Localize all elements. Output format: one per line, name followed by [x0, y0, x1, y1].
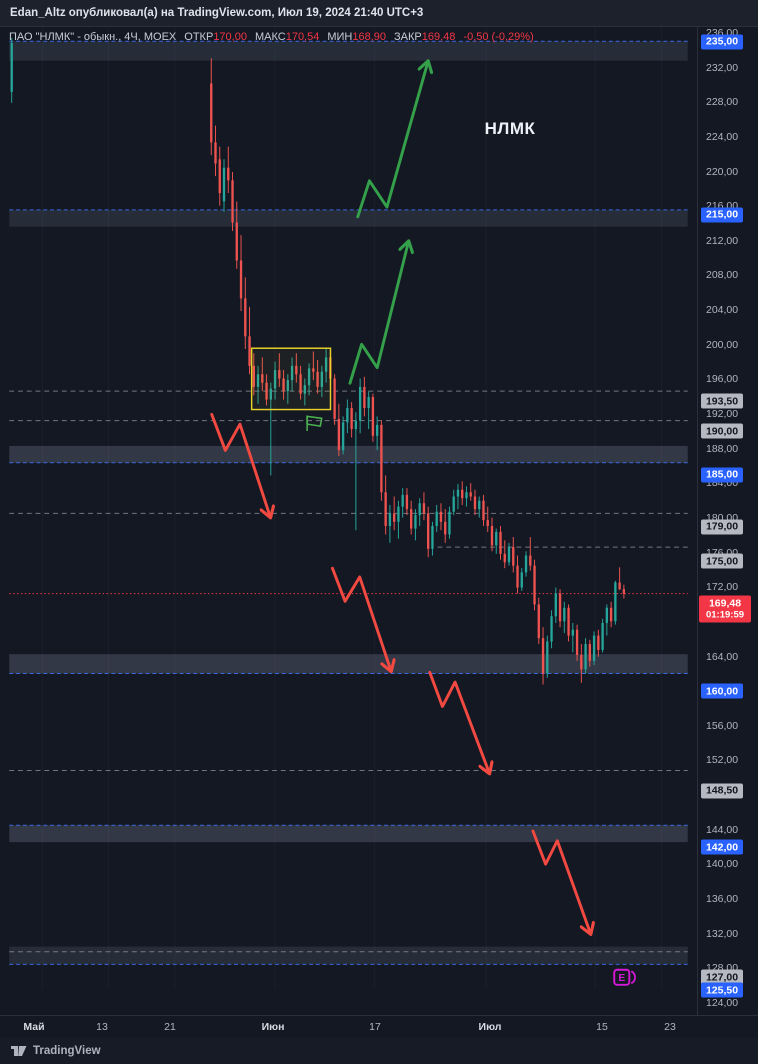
svg-text:E: E	[618, 973, 625, 984]
publication-header: Edan_Altz опубликовал(а) на TradingView.…	[0, 0, 758, 27]
legend-high-value: 170,54	[285, 31, 320, 43]
price-tick: 188,00	[706, 442, 739, 455]
legend-change: -0,50 (-0,29%)	[463, 31, 534, 43]
time-tick: 13	[96, 1021, 108, 1033]
price-tick: 156,00	[706, 719, 739, 732]
legend-high-label: МАКС	[254, 31, 286, 43]
tradingview-logo-icon[interactable]	[10, 1045, 27, 1057]
vertical-gridlines	[41, 27, 662, 989]
price-tick: 228,00	[706, 96, 739, 109]
zone-price-label: 185,00	[701, 467, 743, 483]
earnings-event-badge[interactable]: E	[613, 968, 636, 986]
bearish-scenario-arrow-1[interactable]	[210, 412, 270, 516]
publication-byline: Edan_Altz опубликовал(а) на TradingView.…	[10, 7, 424, 19]
price-tick: 232,00	[706, 61, 739, 74]
price-tick: 224,00	[706, 130, 739, 143]
chart-pane[interactable]: E	[0, 27, 697, 1015]
bullish-scenario-arrow-1[interactable]	[356, 62, 428, 219]
price-level-label: 179,00	[701, 519, 743, 535]
price-axis[interactable]: 236,00 232,00 228,00 224,00 220,00 216,00 212,…	[697, 27, 758, 1015]
consolidation-box[interactable]	[250, 347, 332, 411]
time-tick: 17	[369, 1021, 381, 1033]
price-tick: 220,00	[706, 165, 739, 178]
legend-low-value: 168,90	[352, 31, 387, 43]
bearish-scenario-arrow-3[interactable]	[428, 670, 489, 772]
time-tick: 15	[596, 1021, 608, 1033]
price-level-label: 175,00	[701, 553, 743, 569]
time-tick: 23	[664, 1021, 676, 1033]
legend-open-value: 170,00	[213, 31, 247, 43]
zone-price-label: 235,00	[701, 34, 743, 50]
price-level-label: 193,50	[701, 393, 743, 409]
price-level-label: 127,00	[701, 969, 743, 985]
tradingview-logo-text[interactable]: TradingView	[33, 1045, 101, 1057]
bearish-scenario-arrow-2[interactable]	[330, 566, 390, 670]
price-tick: 200,00	[706, 338, 739, 351]
zone-price-label: 215,00	[701, 207, 743, 223]
bearish-scenario-arrow-4[interactable]	[531, 829, 590, 933]
bullish-scenario-arrow-2[interactable]	[348, 242, 408, 385]
legend-close-label: ЗАКР	[394, 31, 422, 43]
zone-price-label: 125,50	[701, 982, 743, 998]
zone-price-label: 160,00	[701, 683, 743, 699]
price-tick: 196,00	[706, 373, 739, 386]
time-tick-month: Май	[23, 1021, 45, 1033]
legend-low-label: МИН	[327, 31, 353, 43]
price-tick: 212,00	[706, 234, 739, 247]
price-tick: 192,00	[706, 408, 739, 421]
price-tick: 144,00	[706, 823, 739, 836]
current-price-label: 169,48 01:19:59	[699, 595, 751, 623]
price-tick: 172,00	[706, 581, 739, 594]
time-axis[interactable]: Май 13 21 Июн 17 Июл 15 23	[0, 1015, 758, 1038]
candlestick-series	[10, 37, 626, 685]
time-tick-month: Июн	[261, 1021, 285, 1033]
time-tick-month: Июл	[478, 1021, 502, 1033]
bar-countdown: 01:19:59	[705, 609, 745, 621]
zone-price-label: 142,00	[701, 839, 743, 855]
symbol-annotation: НЛМК	[484, 119, 536, 138]
footer-bar: TradingView	[0, 1038, 758, 1064]
price-tick: 164,00	[706, 650, 739, 663]
price-level-lines	[9, 390, 688, 953]
price-tick: 152,00	[706, 754, 739, 767]
price-tick: 208,00	[706, 269, 739, 282]
legend-symbol: ПАО "НЛМК" - обыкн., 4Ч, MOEX	[9, 31, 177, 43]
price-tick: 204,00	[706, 304, 739, 317]
time-tick: 21	[164, 1021, 176, 1033]
flag-icon[interactable]	[306, 415, 323, 431]
support-resistance-zones	[9, 40, 688, 965]
chart-legend[interactable]: ПАО "НЛМК" - обыкн., 4Ч, MOEX ОТКР170,00…	[9, 31, 534, 43]
price-level-label: 148,50	[701, 783, 743, 799]
price-tick: 136,00	[706, 893, 739, 906]
legend-close-value: 169,48	[421, 31, 456, 43]
price-level-label: 190,00	[701, 423, 743, 439]
price-tick: 132,00	[706, 927, 739, 940]
price-tick: 124,00	[706, 996, 739, 1009]
price-tick: 140,00	[706, 858, 739, 871]
legend-open-label: ОТКР	[184, 31, 214, 43]
